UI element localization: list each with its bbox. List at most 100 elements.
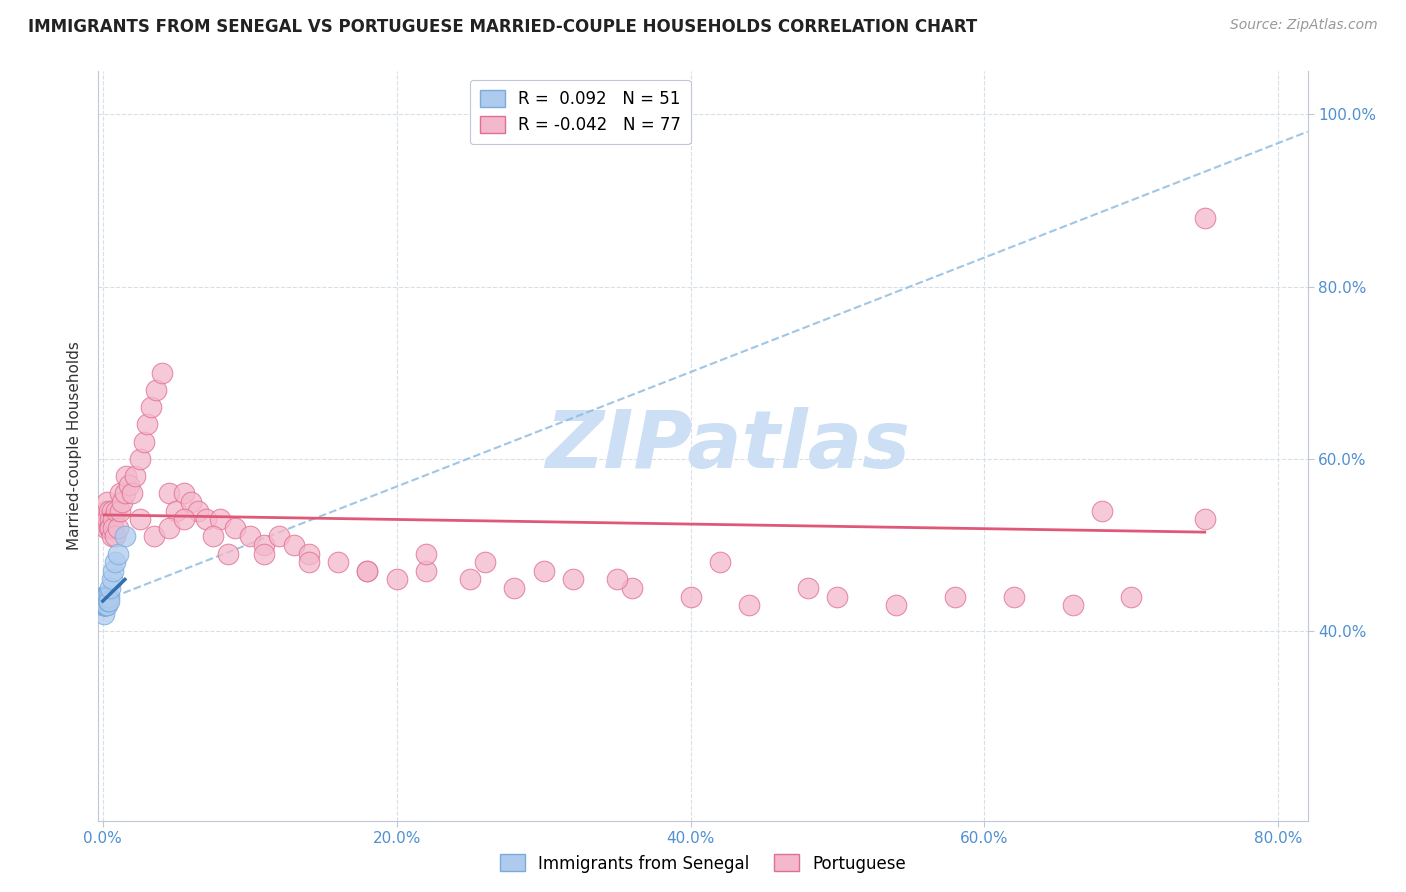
- Point: [96, 599, 118, 613]
- Point: [239, 529, 262, 543]
- Point: [93, 599, 115, 613]
- Point: [217, 547, 239, 561]
- Point: [103, 555, 125, 569]
- Point: [93, 607, 115, 621]
- Point: [1002, 590, 1025, 604]
- Point: [385, 573, 408, 587]
- Point: [93, 594, 115, 608]
- Point: [114, 529, 136, 543]
- Point: [93, 512, 115, 526]
- Point: [128, 512, 150, 526]
- Point: [97, 503, 120, 517]
- Text: IMMIGRANTS FROM SENEGAL VS PORTUGUESE MARRIED-COUPLE HOUSEHOLDS CORRELATION CHAR: IMMIGRANTS FROM SENEGAL VS PORTUGUESE MA…: [28, 18, 977, 36]
- Point: [94, 594, 117, 608]
- Point: [93, 599, 115, 613]
- Point: [135, 417, 157, 432]
- Point: [253, 538, 276, 552]
- Point: [101, 512, 124, 526]
- Point: [93, 599, 115, 613]
- Point: [620, 581, 643, 595]
- Point: [96, 495, 118, 509]
- Point: [269, 529, 291, 543]
- Point: [356, 564, 378, 578]
- Point: [150, 366, 173, 380]
- Point: [157, 521, 180, 535]
- Point: [115, 469, 138, 483]
- Point: [458, 573, 481, 587]
- Point: [93, 590, 115, 604]
- Point: [96, 594, 118, 608]
- Legend: R =  0.092   N = 51, R = -0.042   N = 77: R = 0.092 N = 51, R = -0.042 N = 77: [470, 79, 690, 145]
- Point: [1091, 503, 1114, 517]
- Point: [94, 590, 117, 604]
- Point: [96, 590, 118, 604]
- Point: [165, 503, 187, 517]
- Point: [93, 599, 115, 613]
- Point: [173, 512, 195, 526]
- Point: [114, 486, 136, 500]
- Point: [93, 590, 115, 604]
- Point: [93, 599, 115, 613]
- Point: [97, 590, 120, 604]
- Point: [101, 564, 124, 578]
- Point: [94, 599, 117, 613]
- Point: [98, 581, 121, 595]
- Point: [94, 590, 117, 604]
- Text: ZIPatlas: ZIPatlas: [544, 407, 910, 485]
- Point: [93, 590, 115, 604]
- Point: [94, 594, 117, 608]
- Point: [100, 529, 122, 543]
- Point: [297, 555, 319, 569]
- Point: [474, 555, 496, 569]
- Point: [98, 512, 121, 526]
- Point: [93, 594, 115, 608]
- Point: [94, 503, 117, 517]
- Point: [97, 594, 120, 608]
- Point: [93, 590, 115, 604]
- Point: [1121, 590, 1143, 604]
- Point: [121, 486, 143, 500]
- Point: [94, 590, 117, 604]
- Point: [738, 599, 761, 613]
- Point: [94, 594, 117, 608]
- Point: [97, 521, 120, 535]
- Point: [606, 573, 628, 587]
- Point: [93, 590, 115, 604]
- Point: [173, 486, 195, 500]
- Point: [503, 581, 526, 595]
- Legend: Immigrants from Senegal, Portuguese: Immigrants from Senegal, Portuguese: [494, 847, 912, 880]
- Point: [97, 594, 120, 608]
- Point: [145, 383, 167, 397]
- Point: [93, 590, 115, 604]
- Point: [124, 469, 146, 483]
- Point: [797, 581, 820, 595]
- Point: [128, 451, 150, 466]
- Point: [202, 529, 225, 543]
- Point: [94, 594, 117, 608]
- Point: [143, 529, 166, 543]
- Point: [111, 495, 134, 509]
- Point: [110, 486, 132, 500]
- Point: [103, 529, 125, 543]
- Point: [827, 590, 849, 604]
- Point: [93, 590, 115, 604]
- Point: [105, 503, 128, 517]
- Point: [94, 594, 117, 608]
- Point: [93, 594, 115, 608]
- Point: [118, 477, 141, 491]
- Point: [132, 434, 155, 449]
- Point: [93, 594, 115, 608]
- Point: [1194, 512, 1216, 526]
- Point: [93, 594, 115, 608]
- Point: [91, 594, 114, 608]
- Y-axis label: Married-couple Households: Married-couple Households: [67, 342, 83, 550]
- Point: [356, 564, 378, 578]
- Point: [101, 521, 124, 535]
- Point: [533, 564, 555, 578]
- Point: [562, 573, 585, 587]
- Point: [110, 503, 132, 517]
- Point: [96, 594, 118, 608]
- Point: [93, 590, 115, 604]
- Point: [96, 599, 118, 613]
- Point: [679, 590, 702, 604]
